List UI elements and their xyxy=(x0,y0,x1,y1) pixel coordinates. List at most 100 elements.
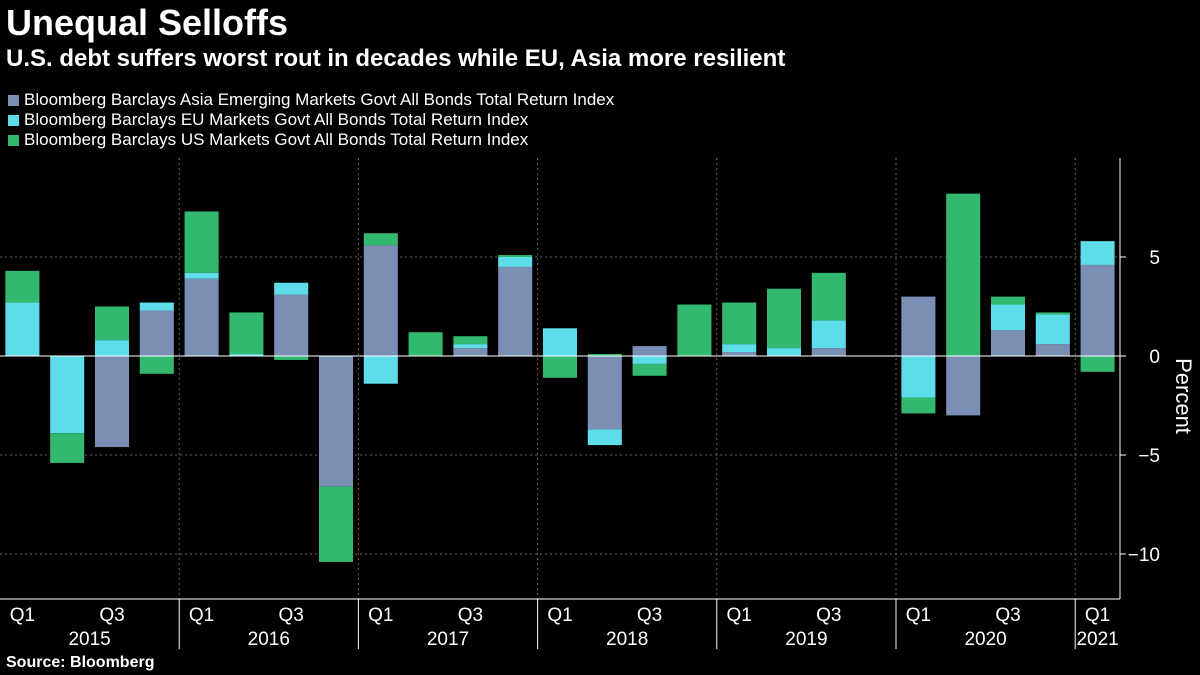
bar-series-2 xyxy=(1080,356,1115,372)
bar-series-2 xyxy=(5,270,40,303)
year-label: 2020 xyxy=(964,629,1006,650)
x-tick-label: Q1 xyxy=(189,605,214,626)
bar-series-2 xyxy=(50,433,85,463)
y-tick-label: −10 xyxy=(1128,545,1160,566)
bar-series-2 xyxy=(677,304,712,356)
bar-series-1 xyxy=(94,340,130,356)
legend-item-us: Bloomberg Barclays US Markets Govt All B… xyxy=(8,130,614,150)
bar-series-0 xyxy=(946,356,981,416)
bar-series-1 xyxy=(498,257,533,267)
x-tick-label: Q1 xyxy=(547,605,572,626)
legend-swatch-asia xyxy=(8,94,19,106)
bar-series-1 xyxy=(184,272,219,279)
bar-series-2 xyxy=(587,354,622,356)
chart-title: Unequal Selloffs xyxy=(6,2,289,43)
legend-item-asia: Bloomberg Barclays Asia Emerging Markets… xyxy=(8,90,614,110)
bar-series-2 xyxy=(94,306,130,341)
bar-series-2 xyxy=(1035,312,1070,315)
bar-series-0 xyxy=(1080,264,1115,356)
bar-series-2 xyxy=(901,397,936,414)
x-tick-label: Q3 xyxy=(816,605,841,626)
bar-series-0 xyxy=(722,352,757,356)
bar-series-1 xyxy=(587,429,622,446)
bar-series-1 xyxy=(1080,241,1115,265)
year-label: 2018 xyxy=(606,629,648,650)
legend-swatch-eu xyxy=(8,114,19,126)
bar-series-2 xyxy=(318,486,354,562)
bar-series-1 xyxy=(811,320,846,349)
bar-series-2 xyxy=(408,332,443,356)
x-tick-label: Q3 xyxy=(637,605,662,626)
bar-series-2 xyxy=(990,296,1026,305)
x-tick-label: Q3 xyxy=(279,605,304,626)
bar-series-0 xyxy=(587,356,622,430)
legend-item-eu: Bloomberg Barclays EU Markets Govt All B… xyxy=(8,110,614,130)
chart-subtitle: U.S. debt suffers worst rout in decades … xyxy=(6,45,786,72)
year-label: 2017 xyxy=(427,629,469,650)
bar-series-0 xyxy=(453,348,488,356)
bar-series-0 xyxy=(318,356,354,487)
bar-series-1 xyxy=(50,356,85,434)
year-label: 2016 xyxy=(248,629,290,650)
bar-series-0 xyxy=(94,356,130,448)
bar-series-2 xyxy=(766,288,802,349)
x-tick-label: Q1 xyxy=(368,605,393,626)
bar-series-2 xyxy=(139,356,174,374)
bar-series-0 xyxy=(363,245,398,356)
bar-series-2 xyxy=(274,356,309,360)
bar-series-1 xyxy=(542,328,578,356)
bar-series-0 xyxy=(990,330,1026,356)
legend-label-us: Bloomberg Barclays US Markets Govt All B… xyxy=(24,130,529,149)
x-tick-label: Q1 xyxy=(10,605,35,626)
x-tick-label: Q1 xyxy=(906,605,931,626)
bar-series-1 xyxy=(901,356,936,398)
year-label: 2021 xyxy=(1076,629,1118,650)
bar-series-1 xyxy=(5,302,40,356)
bar-series-2 xyxy=(811,272,846,321)
x-tick-label: Q3 xyxy=(99,605,124,626)
x-tick-label: Q1 xyxy=(727,605,752,626)
y-tick-label: −5 xyxy=(1138,446,1160,467)
y-axis-label: Percent xyxy=(1171,358,1196,434)
bar-series-0 xyxy=(811,348,846,356)
bar-series-0 xyxy=(1035,344,1070,356)
bar-series-0 xyxy=(901,296,936,356)
bar-series-0 xyxy=(274,294,309,356)
year-label: 2015 xyxy=(68,629,110,650)
bar-series-2 xyxy=(542,356,578,378)
bar-series-2 xyxy=(722,302,757,345)
x-tick-label: Q3 xyxy=(458,605,483,626)
bar-series-2 xyxy=(498,255,533,257)
legend-label-eu: Bloomberg Barclays EU Markets Govt All B… xyxy=(24,110,529,129)
bar-series-0 xyxy=(184,278,219,356)
bar-series-2 xyxy=(184,211,219,273)
bar-series-1 xyxy=(229,354,264,356)
bar-series-2 xyxy=(632,363,667,376)
y-tick-label: 0 xyxy=(1149,347,1160,368)
bar-series-1 xyxy=(274,282,309,295)
bar-series-0 xyxy=(139,310,174,356)
source-note: Source: Bloomberg xyxy=(6,654,155,671)
x-tick-label: Q1 xyxy=(1085,605,1110,626)
bar-series-1 xyxy=(1035,314,1070,345)
year-label: 2019 xyxy=(785,629,827,650)
bar-series-2 xyxy=(946,193,981,356)
bar-series-1 xyxy=(632,356,667,364)
y-tick-label: 5 xyxy=(1149,248,1160,269)
bar-series-1 xyxy=(722,344,757,353)
bar-series-2 xyxy=(229,312,264,355)
bar-series-1 xyxy=(453,344,488,349)
bar-series-1 xyxy=(766,348,802,356)
bar-series-0 xyxy=(498,266,533,356)
legend-swatch-us xyxy=(8,134,19,146)
bar-series-2 xyxy=(453,336,488,345)
bar-series-1 xyxy=(990,304,1026,331)
legend-label-asia: Bloomberg Barclays Asia Emerging Markets… xyxy=(24,90,615,109)
x-tick-label: Q3 xyxy=(995,605,1020,626)
bar-series-1 xyxy=(139,302,174,311)
bar-series-0 xyxy=(632,346,667,356)
bar-series-2 xyxy=(363,233,398,246)
bar-series-1 xyxy=(363,356,398,384)
legend: Bloomberg Barclays Asia Emerging Markets… xyxy=(8,90,614,150)
